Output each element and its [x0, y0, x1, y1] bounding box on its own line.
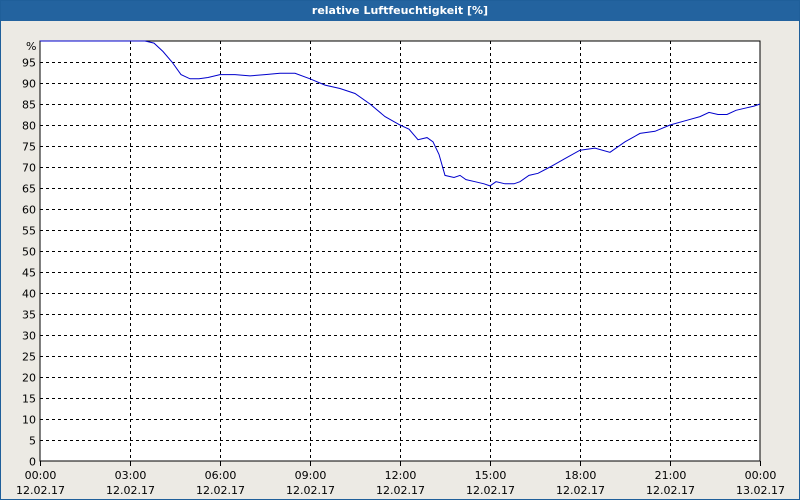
x-tick-time-label: 00:00 [745, 469, 777, 482]
chart-title: relative Luftfeuchtigkeit [%] [1, 1, 799, 21]
y-tick-label: 5 [29, 435, 36, 448]
x-tick-date-label: 12.02.17 [196, 484, 245, 497]
x-tick-time-label: 09:00 [295, 469, 327, 482]
x-tick-date-label: 12.02.17 [376, 484, 425, 497]
x-tick-time-label: 00:00 [25, 469, 57, 482]
x-tick-time-label: 12:00 [385, 469, 417, 482]
y-tick-label: 0 [29, 456, 36, 469]
x-tick-date-label: 12.02.17 [646, 484, 695, 497]
y-tick-label: 55 [22, 225, 36, 238]
x-tick-date-label: 12.02.17 [286, 484, 335, 497]
y-tick-label: 65 [22, 183, 36, 196]
y-axis-tick-labels: 0 5 10 15 20 25 30 35 40 45 50 55 60 65 70 75 80 85 90 95 [22, 57, 36, 469]
y-tick-label: 80 [22, 120, 36, 133]
x-axis-tick-labels: 00:00 12.02.17 03:00 12.02.17 06:00 12.02.17 0… [16, 469, 785, 497]
x-tick-date-label: 12.02.17 [466, 484, 515, 497]
x-tick-time-label: 06:00 [205, 469, 237, 482]
y-tick-label: 50 [22, 246, 36, 259]
y-tick-label: 30 [22, 330, 36, 343]
humidity-series-line [40, 40, 761, 187]
y-tick-label: 20 [22, 372, 36, 385]
y-tick-label: 45 [22, 267, 36, 280]
x-tick-date-label: 12.02.17 [16, 484, 65, 497]
y-tick-label: 90 [22, 78, 36, 91]
y-tick-label: 95 [22, 57, 36, 70]
y-tick-label: 60 [22, 204, 36, 217]
x-tick-time-label: 15:00 [475, 469, 507, 482]
x-tick-date-label: 12.02.17 [106, 484, 155, 497]
x-tick-time-label: 18:00 [565, 469, 597, 482]
y-tick-label: 75 [22, 141, 36, 154]
y-axis-unit-label: % [26, 40, 36, 53]
y-tick-label: 15 [22, 393, 36, 406]
horizontal-gridlines [40, 62, 760, 441]
x-tick-time-label: 03:00 [115, 469, 147, 482]
y-tick-label: 35 [22, 309, 36, 322]
y-tick-label: 10 [22, 414, 36, 427]
x-tick-time-label: 21:00 [655, 469, 687, 482]
y-tick-label: 70 [22, 162, 36, 175]
x-axis-ticks [40, 461, 761, 466]
vertical-gridlines [130, 41, 671, 461]
x-tick-date-label: 12.02.17 [556, 484, 605, 497]
x-tick-date-label: 13.02.17 [736, 484, 785, 497]
y-tick-label: 85 [22, 99, 36, 112]
y-tick-label: 40 [22, 288, 36, 301]
y-tick-label: 25 [22, 351, 36, 364]
